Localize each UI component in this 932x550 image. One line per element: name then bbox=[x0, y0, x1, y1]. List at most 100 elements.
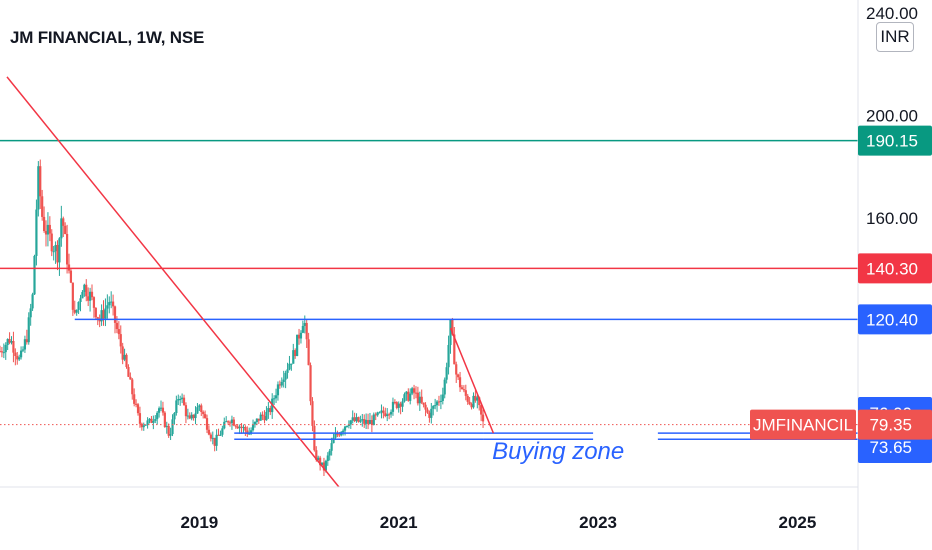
candle[interactable] bbox=[205, 414, 209, 434]
candle[interactable] bbox=[200, 403, 203, 416]
candle[interactable] bbox=[182, 394, 186, 406]
candle[interactable] bbox=[110, 291, 113, 309]
candle[interactable] bbox=[211, 431, 214, 445]
candle[interactable] bbox=[393, 399, 396, 405]
candle[interactable] bbox=[261, 411, 264, 421]
candle[interactable] bbox=[177, 394, 180, 406]
candle[interactable] bbox=[121, 342, 124, 365]
candle[interactable] bbox=[372, 412, 375, 426]
candle[interactable] bbox=[374, 412, 377, 421]
candle[interactable] bbox=[194, 406, 197, 425]
candle[interactable] bbox=[21, 346, 25, 353]
candle[interactable] bbox=[18, 354, 21, 362]
candle[interactable] bbox=[313, 420, 316, 452]
candle[interactable] bbox=[232, 416, 235, 427]
candle[interactable] bbox=[106, 294, 109, 319]
buying-zone-label[interactable]: Buying zone bbox=[492, 438, 624, 465]
candle[interactable] bbox=[441, 387, 444, 405]
candle[interactable] bbox=[409, 388, 412, 405]
candle[interactable] bbox=[181, 393, 184, 404]
candle[interactable] bbox=[376, 411, 379, 417]
candle[interactable] bbox=[259, 412, 262, 421]
candle[interactable] bbox=[328, 448, 331, 461]
candle[interactable] bbox=[83, 283, 86, 297]
last-price-badge[interactable]: JMFINANCIL 79.35 bbox=[750, 409, 932, 440]
candle[interactable] bbox=[399, 401, 402, 415]
candle[interactable] bbox=[464, 384, 467, 401]
candle[interactable] bbox=[368, 412, 372, 424]
candle[interactable] bbox=[282, 370, 285, 388]
candle[interactable] bbox=[133, 388, 136, 407]
candle[interactable] bbox=[476, 393, 479, 409]
candle[interactable] bbox=[207, 425, 211, 436]
candle[interactable] bbox=[171, 414, 174, 437]
candle[interactable] bbox=[294, 348, 297, 359]
candle[interactable] bbox=[125, 353, 128, 369]
candle[interactable] bbox=[169, 427, 172, 441]
candle[interactable] bbox=[418, 391, 421, 411]
candle[interactable] bbox=[253, 421, 257, 428]
candle[interactable] bbox=[242, 424, 245, 433]
candle[interactable] bbox=[412, 384, 416, 400]
candle[interactable] bbox=[127, 364, 130, 378]
candle[interactable] bbox=[449, 319, 452, 354]
candle[interactable] bbox=[311, 397, 314, 432]
candle[interactable] bbox=[219, 430, 222, 436]
candle[interactable] bbox=[378, 411, 381, 414]
candle[interactable] bbox=[198, 404, 201, 411]
candle[interactable] bbox=[190, 412, 193, 421]
candle[interactable] bbox=[426, 407, 429, 414]
candle[interactable] bbox=[389, 409, 393, 418]
candle[interactable] bbox=[87, 287, 90, 307]
candle[interactable] bbox=[269, 405, 272, 416]
candle[interactable] bbox=[225, 416, 228, 423]
candle[interactable] bbox=[296, 334, 299, 357]
candle[interactable] bbox=[359, 415, 362, 424]
candle[interactable] bbox=[215, 429, 218, 451]
candle[interactable] bbox=[71, 282, 74, 316]
candle[interactable] bbox=[391, 397, 395, 416]
candle[interactable] bbox=[445, 362, 448, 384]
candle[interactable] bbox=[228, 420, 232, 427]
candle[interactable] bbox=[50, 229, 53, 257]
candle[interactable] bbox=[54, 241, 57, 264]
candle[interactable] bbox=[204, 410, 207, 419]
candle[interactable] bbox=[278, 380, 281, 389]
candle[interactable] bbox=[119, 325, 122, 354]
candle[interactable] bbox=[186, 408, 189, 420]
candle[interactable] bbox=[447, 335, 450, 375]
candle[interactable] bbox=[357, 416, 360, 423]
candle[interactable] bbox=[432, 405, 435, 416]
candle[interactable] bbox=[0, 345, 2, 353]
candle[interactable] bbox=[173, 412, 176, 425]
candle[interactable] bbox=[292, 343, 295, 364]
candle[interactable] bbox=[69, 268, 73, 284]
plot-area[interactable]: Buying zone bbox=[0, 76, 858, 488]
candle[interactable] bbox=[90, 284, 94, 301]
candle[interactable] bbox=[307, 332, 310, 366]
candle[interactable] bbox=[64, 222, 67, 235]
trend-line[interactable] bbox=[449, 327, 495, 434]
candle[interactable] bbox=[108, 296, 111, 314]
candle[interactable] bbox=[75, 309, 78, 316]
trend-line[interactable] bbox=[6, 76, 340, 488]
candle[interactable] bbox=[144, 424, 147, 426]
candle[interactable] bbox=[457, 373, 460, 380]
candle[interactable] bbox=[8, 332, 11, 345]
candle[interactable] bbox=[175, 395, 178, 416]
candle[interactable] bbox=[131, 377, 134, 400]
candle[interactable] bbox=[136, 402, 140, 416]
candle[interactable] bbox=[158, 406, 161, 418]
candle[interactable] bbox=[29, 303, 32, 326]
candle[interactable] bbox=[65, 224, 69, 274]
candle[interactable] bbox=[202, 410, 205, 419]
candle[interactable] bbox=[365, 413, 368, 430]
candle[interactable] bbox=[129, 372, 132, 380]
candle[interactable] bbox=[472, 392, 475, 409]
candle[interactable] bbox=[395, 401, 398, 410]
candle[interactable] bbox=[79, 294, 82, 312]
candle[interactable] bbox=[416, 386, 419, 406]
candle[interactable] bbox=[19, 346, 23, 360]
candle[interactable] bbox=[188, 412, 191, 420]
candle[interactable] bbox=[439, 394, 442, 410]
